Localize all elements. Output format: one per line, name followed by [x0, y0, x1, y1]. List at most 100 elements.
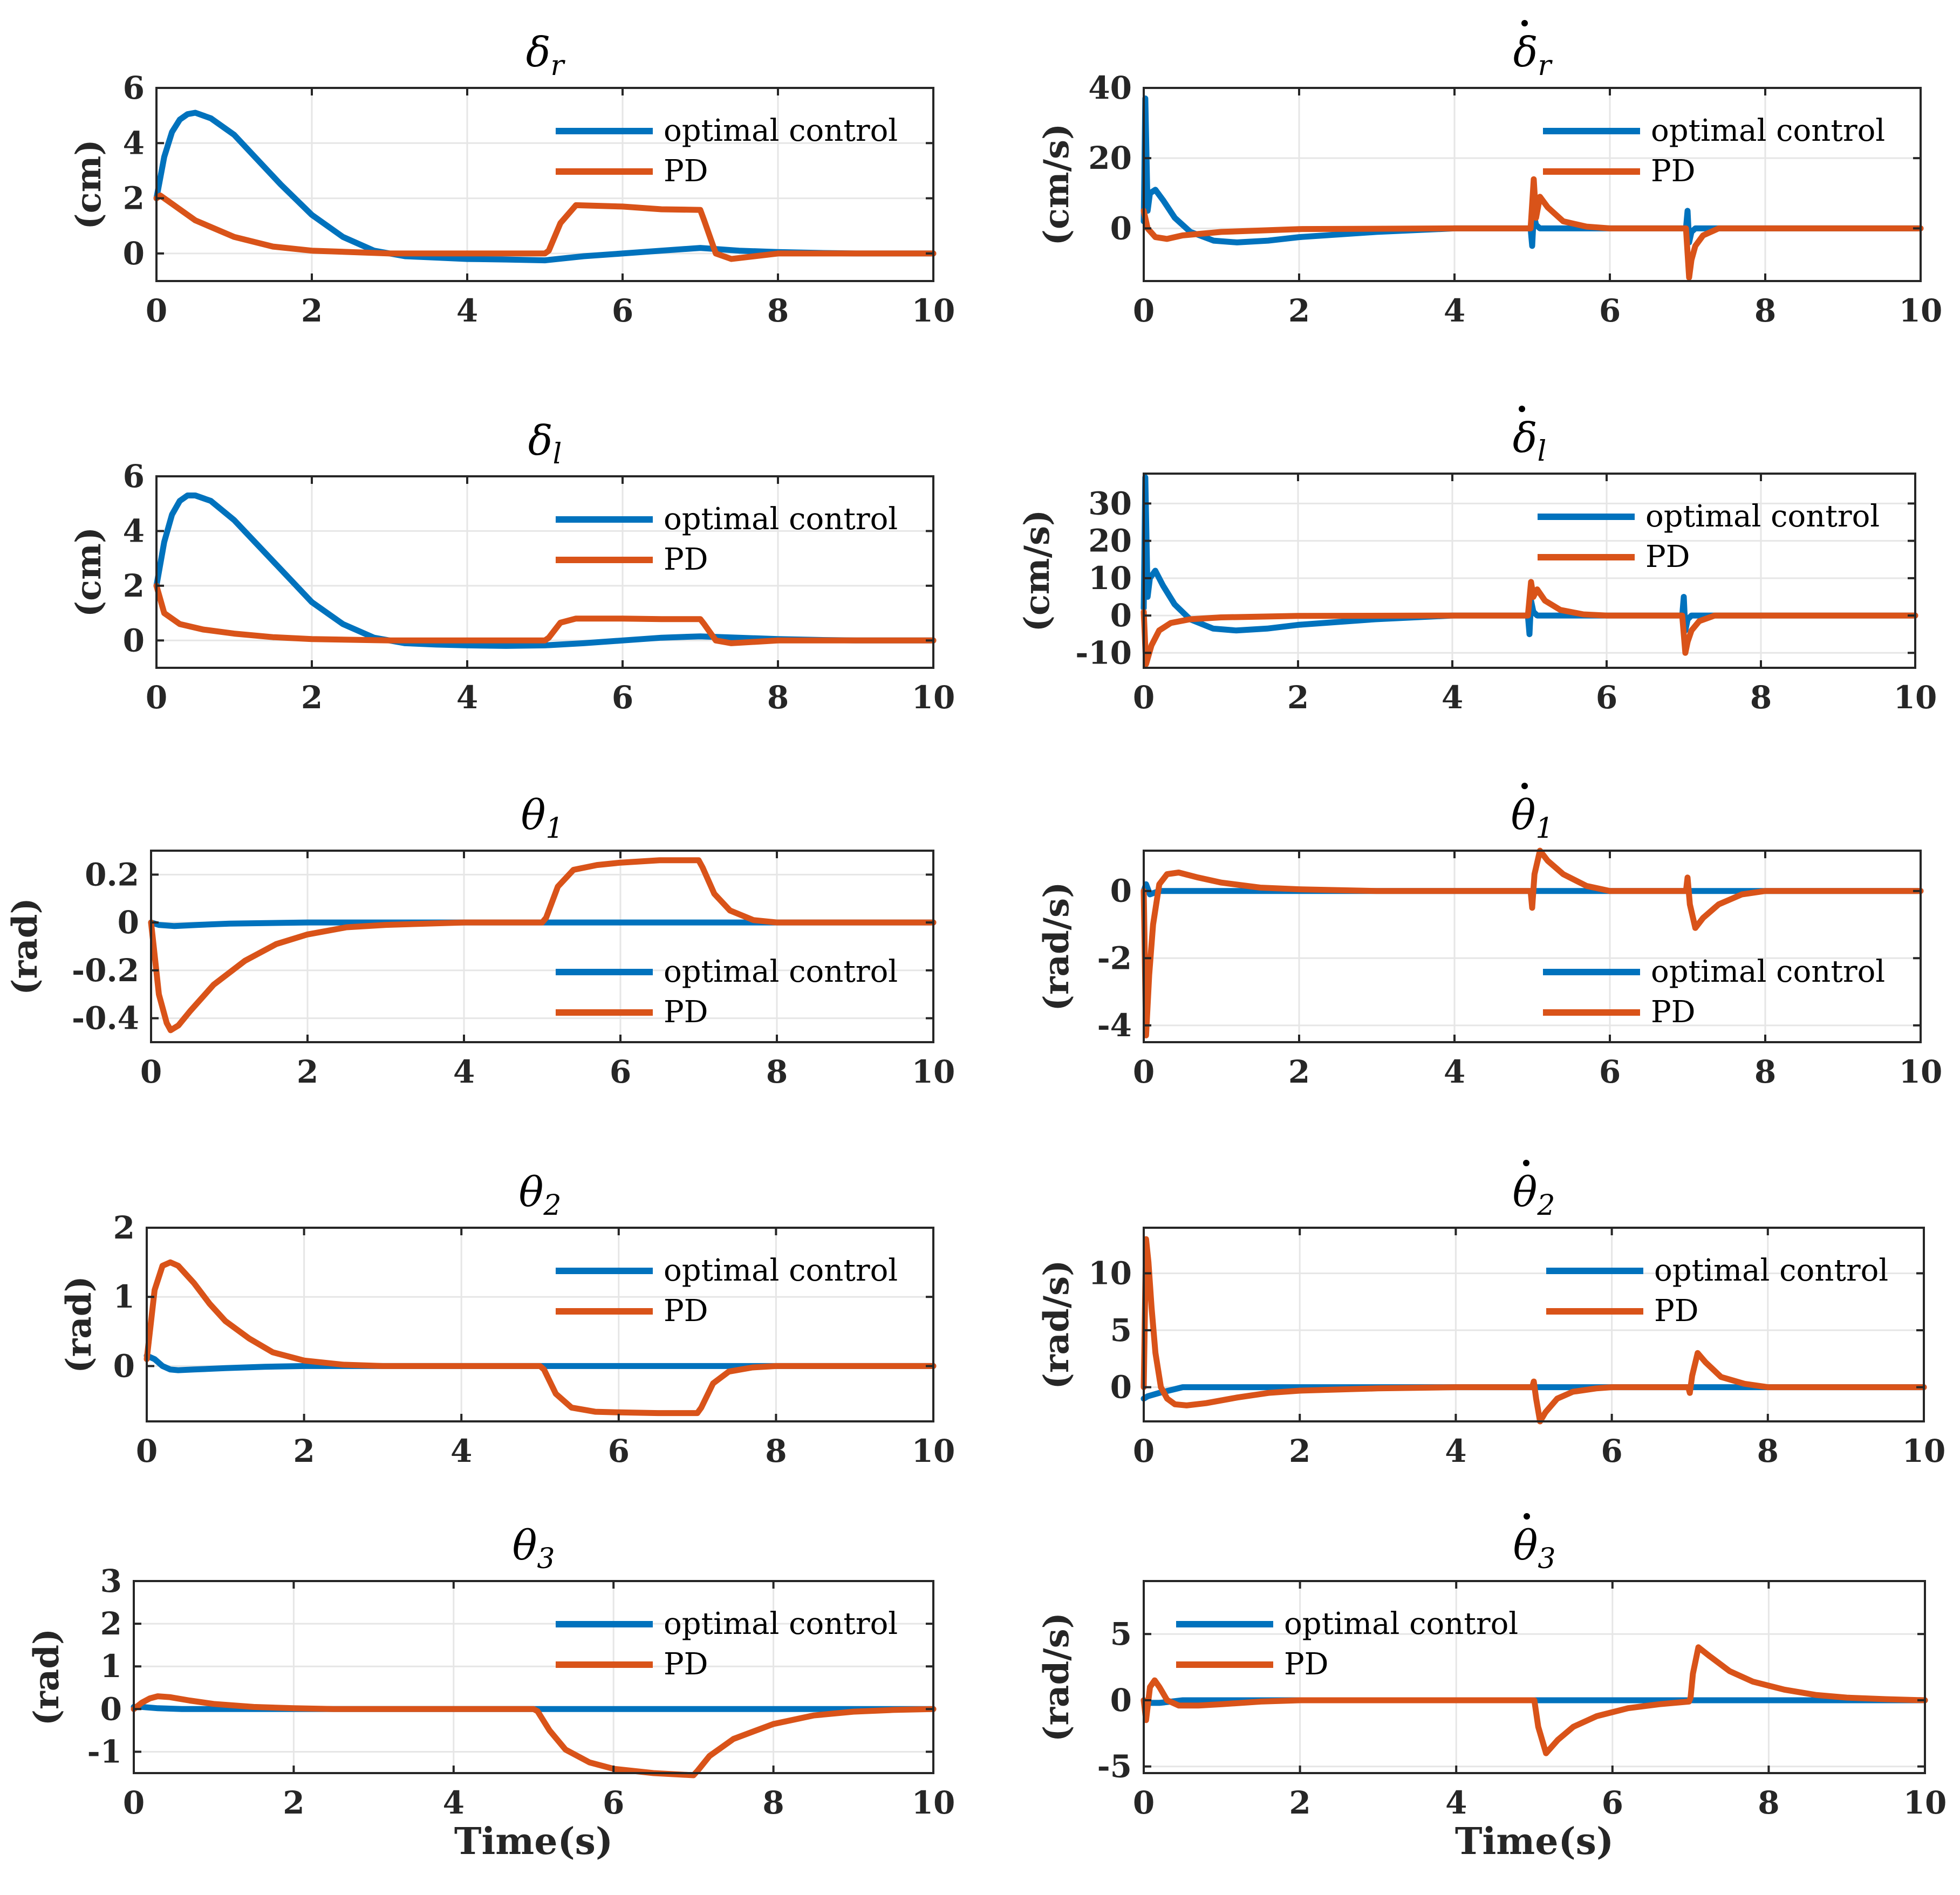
- y-tick-label: 20: [1088, 523, 1132, 559]
- x-tick-label: 0: [146, 292, 167, 329]
- legend-label-pd: PD: [664, 542, 708, 577]
- y-axis-label: (rad): [5, 898, 45, 995]
- x-axis-label: Time(s): [454, 1820, 613, 1863]
- chart-title: θ3: [1513, 1521, 1556, 1575]
- axes-frame: [1143, 1227, 1925, 1422]
- x-tick-label: 4: [1444, 1053, 1465, 1090]
- legend-label-optimal: optimal control: [1651, 954, 1885, 989]
- y-axis-label: (rad/s): [1036, 882, 1077, 1011]
- legend-label-pd: PD: [1651, 154, 1696, 189]
- legend-label-optimal: optimal control: [664, 113, 898, 148]
- y-tick-label: 10: [1088, 1255, 1132, 1291]
- y-tick-label: 1: [100, 1648, 122, 1685]
- x-tick-label: 8: [767, 679, 789, 716]
- legend: optimal control PD: [556, 1253, 898, 1329]
- y-tick-label: 0: [100, 1691, 122, 1727]
- x-tick-label: 2: [1288, 1053, 1310, 1090]
- y-tick-label: 0: [1110, 873, 1132, 909]
- x-tick-label: 6: [610, 1053, 631, 1090]
- x-tick-label: 10: [912, 1053, 955, 1090]
- y-axis-label: (rad/s): [1036, 1260, 1077, 1390]
- title-dot: [1521, 783, 1528, 789]
- title-dot: [1519, 406, 1525, 412]
- x-tick-label: 10: [912, 292, 955, 329]
- x-tick-label: 0: [140, 1053, 162, 1090]
- axes-frame: [1143, 1580, 1926, 1774]
- legend-label-pd: PD: [664, 1647, 708, 1682]
- x-tick-label: 8: [765, 1433, 787, 1469]
- title-dot: [1524, 1513, 1530, 1520]
- x-tick-label: 6: [1601, 1433, 1622, 1469]
- x-tick-label: 8: [1754, 1053, 1776, 1090]
- legend: optimal control PD: [1176, 1606, 1518, 1682]
- series-optimal-control-theta-2-dot: [1141, 1384, 1927, 1402]
- x-tick-label: 4: [1444, 292, 1465, 329]
- x-tick-label: 2: [297, 1053, 318, 1090]
- legend: optimal control PD: [1538, 499, 1880, 574]
- x-tick-label: 10: [912, 1433, 955, 1469]
- x-tick-label: 4: [453, 1053, 475, 1090]
- y-tick-label: -1: [87, 1733, 122, 1770]
- x-tick-label: 8: [1754, 292, 1776, 329]
- legend-label-optimal: optimal control: [664, 1253, 898, 1288]
- x-tick-label: 4: [1442, 679, 1463, 716]
- y-tick-label: 5: [1110, 1312, 1132, 1349]
- series-pd-theta-1: [148, 857, 937, 1034]
- y-tick-label: 0: [1110, 597, 1132, 634]
- chart-title: θ1: [1511, 791, 1554, 845]
- x-tick-label: 2: [1287, 679, 1309, 716]
- legend-label-pd: PD: [664, 154, 708, 189]
- x-tick-label: 10: [1899, 1053, 1943, 1090]
- x-tick-label: 8: [762, 1784, 784, 1821]
- x-tick-label: 2: [1289, 1433, 1310, 1469]
- y-axis-label: (rad): [59, 1276, 99, 1373]
- x-tick-label: 4: [443, 1784, 465, 1821]
- series-pd-delta-l-dot: [1141, 579, 1918, 667]
- x-tick-label: 0: [146, 679, 167, 716]
- y-tick-label: 4: [123, 512, 145, 549]
- y-tick-label: 0: [113, 1347, 135, 1384]
- axes-frame: [1143, 473, 1916, 669]
- legend: optimal control PD: [556, 113, 898, 189]
- chart-title: θ2: [1513, 1168, 1555, 1222]
- chart-panel-theta-2: 0 2 4 6 8 10 0 1 2 (rad) θ2 optimal control PD: [59, 1168, 955, 1469]
- legend-label-pd: PD: [1651, 995, 1696, 1030]
- legend-label-optimal: optimal control: [1651, 113, 1885, 148]
- y-tick-label: 0: [123, 235, 145, 272]
- x-tick-label: 2: [301, 292, 323, 329]
- x-tick-label: 6: [1599, 292, 1621, 329]
- legend: optimal control PD: [556, 954, 898, 1030]
- axes-frame: [155, 87, 934, 282]
- y-tick-label: 0: [123, 622, 145, 659]
- chart-title: δr: [526, 28, 566, 82]
- x-tick-label: 0: [1133, 1433, 1155, 1469]
- axes-frame: [155, 475, 934, 669]
- x-tick-label: 8: [767, 292, 789, 329]
- legend: optimal control PD: [1543, 113, 1885, 189]
- legend-label-optimal: optimal control: [664, 954, 898, 989]
- y-tick-label: 2: [123, 567, 145, 604]
- y-tick-label: 5: [1110, 1616, 1132, 1652]
- x-tick-label: 0: [136, 1433, 158, 1469]
- x-tick-label: 4: [1445, 1784, 1467, 1821]
- y-tick-label: 0: [118, 904, 139, 941]
- x-tick-label: 8: [766, 1053, 788, 1090]
- x-tick-label: 6: [1599, 1053, 1621, 1090]
- y-axis-label: (rad/s): [1036, 1612, 1077, 1742]
- x-tick-label: 0: [1133, 679, 1155, 716]
- y-axis-label: (cm/s): [1017, 510, 1057, 632]
- x-tick-label: 6: [1596, 679, 1617, 716]
- x-tick-label: 10: [912, 679, 955, 716]
- y-tick-label: 4: [123, 125, 145, 161]
- x-tick-label: 2: [301, 679, 323, 716]
- legend-label-optimal: optimal control: [1654, 1253, 1888, 1288]
- y-tick-label: 1: [113, 1278, 135, 1315]
- y-tick-label: 0: [1110, 210, 1132, 247]
- x-tick-label: 10: [912, 1784, 955, 1821]
- x-tick-label: 10: [1894, 679, 1937, 716]
- x-tick-label: 6: [603, 1784, 624, 1821]
- y-tick-label: 0.2: [85, 856, 139, 893]
- axes-frame: [1143, 850, 1922, 1043]
- y-tick-label: 20: [1088, 140, 1132, 176]
